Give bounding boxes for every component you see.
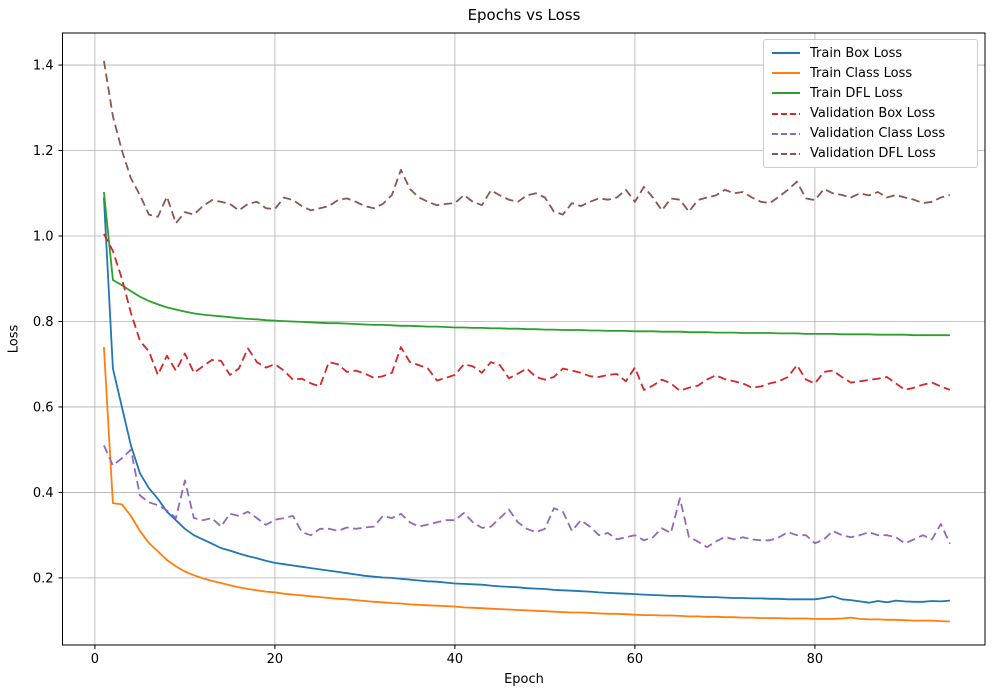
plot-border <box>62 32 986 646</box>
y-tick-label: 0.2 <box>33 571 54 586</box>
y-tick-label: 1.2 <box>33 144 54 159</box>
series-line-train-dfl-loss <box>103 191 950 337</box>
legend-label: Validation DFL Loss <box>810 146 936 162</box>
x-tick-label: 40 <box>447 652 464 667</box>
x-axis-label: Epoch <box>504 672 544 687</box>
legend-label: Validation Box Loss <box>810 106 936 122</box>
x-tick-label: 20 <box>267 652 284 667</box>
y-axis-label: Loss <box>6 324 22 354</box>
legend-label: Train Class Loss <box>810 65 913 81</box>
series-line-validation-box-loss <box>103 233 951 392</box>
legend-item: Validation Class Loss <box>772 127 969 140</box>
x-tick-label: 60 <box>627 652 644 667</box>
legend-item: Train Class Loss <box>772 67 969 80</box>
legend-line-sample <box>772 152 800 155</box>
legend-label: Train Box Loss <box>810 45 903 61</box>
legend-label: Train DFL Loss <box>810 85 903 101</box>
x-tick-label: 0 <box>91 652 99 667</box>
legend-label: Validation Class Loss <box>810 126 946 142</box>
legend: Train Box Loss Train Class Loss Train DFL … <box>763 39 978 168</box>
series-line-train-class-loss <box>103 347 950 623</box>
legend-line-sample <box>772 52 800 55</box>
legend-item: Train Box Loss <box>772 47 969 60</box>
series-line-validation-dfl-loss <box>103 60 951 225</box>
legend-item: Validation Box Loss <box>772 107 969 120</box>
legend-line-sample <box>772 132 800 135</box>
legend-line-sample <box>772 72 800 75</box>
series-line-train-box-loss <box>103 197 950 604</box>
y-tick-label: 1.4 <box>33 59 54 74</box>
chart-title: Epochs vs Loss <box>467 6 581 24</box>
legend-line-sample <box>772 92 800 95</box>
y-tick-label: 1.0 <box>33 230 54 245</box>
legend-item: Validation DFL Loss <box>772 147 969 160</box>
legend-item: Train DFL Loss <box>772 87 969 100</box>
y-tick-label: 0.6 <box>33 400 54 415</box>
y-tick-label: 0.8 <box>33 315 54 330</box>
y-tick-label: 0.4 <box>33 486 54 501</box>
legend-line-sample <box>772 112 800 115</box>
series-line-validation-class-loss <box>103 445 951 548</box>
x-tick-label: 80 <box>807 652 824 667</box>
